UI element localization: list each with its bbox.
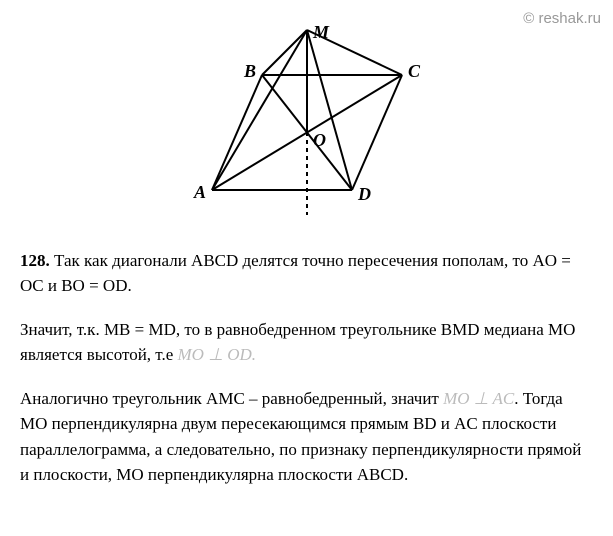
p2b-math: MO ⊥ OD. xyxy=(178,345,257,364)
p2a-text: Значит, т.к. MB = MD, то в равнобедренно… xyxy=(20,320,575,365)
figure-svg: A B C D M O xyxy=(177,20,437,220)
p1-text: Так как диагонали ABCD делятся точно пер… xyxy=(20,251,571,296)
paragraph-1: 128. Так как диагонали ABCD делятся точн… xyxy=(20,248,593,299)
paragraph-2: Значит, т.к. MB = MD, то в равнобедренно… xyxy=(20,317,593,368)
svg-text:M: M xyxy=(312,22,330,42)
p3b-math: MO ⊥ AC xyxy=(443,389,514,408)
svg-text:B: B xyxy=(243,61,256,81)
problem-number: 128. xyxy=(20,251,50,270)
watermark: © reshak.ru xyxy=(523,8,601,31)
p3a-text: Аналогично треугольник AMC – равнобедрен… xyxy=(20,389,443,408)
svg-text:A: A xyxy=(193,182,206,202)
paragraph-3: Аналогично треугольник AMC – равнобедрен… xyxy=(20,386,593,488)
svg-text:D: D xyxy=(357,184,371,204)
svg-text:O: O xyxy=(313,130,326,150)
svg-text:C: C xyxy=(408,61,421,81)
geometry-figure: A B C D M O xyxy=(20,20,593,228)
